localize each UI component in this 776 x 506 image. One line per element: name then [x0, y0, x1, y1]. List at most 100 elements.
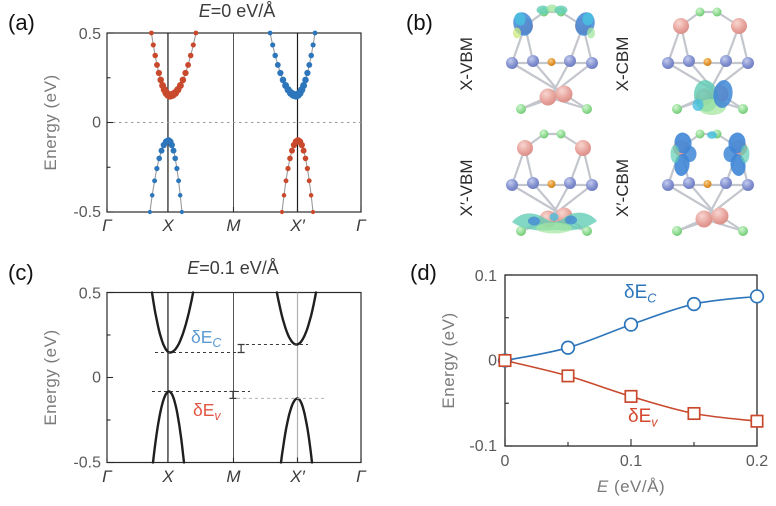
- data-point-marker: [498, 353, 512, 368]
- data-point-marker: [304, 69, 311, 77]
- atom-blue: [683, 55, 695, 67]
- panel-c-ktick-x: X: [161, 467, 174, 486]
- panel-c-ytick-bottom: -0.5: [73, 455, 101, 472]
- panel-a-letter: (a): [8, 10, 35, 35]
- atom-pink: [575, 140, 591, 156]
- isosurface: [582, 12, 594, 26]
- data-point-marker: [149, 193, 155, 198]
- atom-blue: [564, 55, 576, 67]
- panel-b-letter: (b): [406, 10, 433, 35]
- panel-d-ylabel: Energy (eV): [439, 312, 458, 408]
- isosurface: [536, 5, 550, 15]
- panel-b-charge-densities: (b) X-VBM X-CBM X′-VBM X′-CBM: [406, 4, 754, 236]
- panel-a-band-structure: (a) E=0 eV/Å Energy (eV) 0.5 0 -0.5 Γ X …: [8, 1, 367, 235]
- isosurface: [692, 99, 704, 111]
- isosurface: [740, 145, 750, 163]
- panel-c-letter: (c): [8, 260, 34, 285]
- atom-green: [539, 129, 549, 139]
- data-point-marker: [157, 76, 164, 84]
- data-point-marker: [306, 61, 313, 68]
- atom-green: [695, 129, 705, 139]
- panel-c-ytick-zero: 0: [92, 370, 101, 387]
- data-point-marker: [298, 141, 305, 149]
- data-point-marker: [308, 193, 314, 198]
- delta-bracket: [237, 343, 245, 354]
- data-point-marker: [267, 30, 273, 36]
- data-point-marker: [277, 69, 284, 77]
- data-point-marker: [156, 155, 162, 162]
- panel-d-xtick-0: 0: [501, 453, 510, 470]
- atom-blue: [720, 55, 732, 67]
- data-point-marker: [160, 141, 167, 149]
- panel-c-title: E=0.1 eV/Å: [187, 258, 279, 278]
- data-point-marker: [174, 165, 180, 172]
- data-point-marker: [749, 289, 765, 304]
- atom-pink: [555, 85, 573, 103]
- panel-d-xtick-01: 0.1: [620, 453, 642, 470]
- atom-pink: [673, 18, 689, 34]
- atom-orange: [703, 180, 712, 188]
- atom-blue: [683, 177, 695, 189]
- band-curve: [279, 397, 314, 464]
- data-point-marker: [310, 209, 316, 215]
- panel-a-ytick-bottom: -0.5: [73, 204, 101, 221]
- data-point-marker: [272, 52, 278, 59]
- atom-green: [582, 104, 592, 114]
- data-point-marker: [750, 414, 764, 428]
- crystal-structure: [662, 129, 754, 236]
- panel-a-ylabel: Energy (eV): [41, 74, 60, 170]
- isosurface: [707, 131, 717, 139]
- series-markers: [498, 353, 764, 428]
- atom-blue: [506, 179, 518, 191]
- label-x-vbm: X-VBM: [457, 37, 476, 91]
- atom-green: [672, 226, 682, 236]
- atom-blue: [662, 179, 674, 191]
- data-point-marker: [182, 69, 189, 77]
- atom-blue: [527, 55, 539, 67]
- crystal-structure: [506, 129, 598, 236]
- panel-a-ytick-top: 0.5: [79, 26, 101, 43]
- panel-c-ylabel: Energy (eV): [41, 329, 60, 425]
- band-markers: [149, 30, 199, 100]
- atom-green: [516, 226, 526, 236]
- atom-blue: [662, 57, 674, 69]
- data-point-marker: [155, 69, 163, 77]
- data-point-marker: [623, 317, 639, 332]
- band-curve: [149, 140, 183, 213]
- data-point-marker: [289, 147, 295, 154]
- atom-pink: [695, 210, 713, 228]
- panel-c-ktick-gamma1: Γ: [102, 467, 113, 486]
- panel-d-letter: (d): [410, 260, 437, 285]
- atom-blue: [742, 57, 754, 69]
- data-point-marker: [308, 52, 314, 59]
- panel-a-ktick-m: M: [226, 216, 241, 235]
- atom-orange: [703, 58, 712, 66]
- isosurface: [723, 146, 737, 162]
- panel-c-ytick-top: 0.5: [79, 286, 101, 303]
- isosurface: [549, 213, 559, 221]
- band-markers: [279, 137, 316, 215]
- data-point-marker: [282, 82, 290, 89]
- isosurface: [514, 12, 526, 26]
- data-point-marker: [159, 82, 167, 89]
- plot-frame: [106, 291, 362, 464]
- data-point-marker: [158, 147, 165, 154]
- data-point-marker: [624, 389, 638, 403]
- data-point-marker: [150, 42, 156, 48]
- bond: [702, 183, 750, 221]
- atom-green: [712, 7, 722, 17]
- atom-blue: [720, 177, 732, 189]
- panel-d-delta-vs-field: (d) Energy (eV) 0.1 0 -0.1 0 0.1 0.2 E (…: [410, 260, 768, 496]
- data-point-marker: [177, 193, 183, 198]
- atom-blue: [586, 57, 598, 69]
- panel-c-ktick-gamma2: Γ: [356, 467, 367, 486]
- data-point-marker: [304, 165, 311, 172]
- panel-d-ytick-zero: 0: [488, 353, 497, 370]
- isosurface: [683, 146, 697, 162]
- label-xprime-vbm: X′-VBM: [457, 159, 476, 216]
- atom-green: [556, 129, 566, 139]
- data-point-marker: [179, 76, 187, 84]
- data-point-marker: [302, 155, 309, 162]
- panel-d-ytick-bottom: -0.1: [469, 438, 497, 455]
- isosurface: [528, 216, 540, 226]
